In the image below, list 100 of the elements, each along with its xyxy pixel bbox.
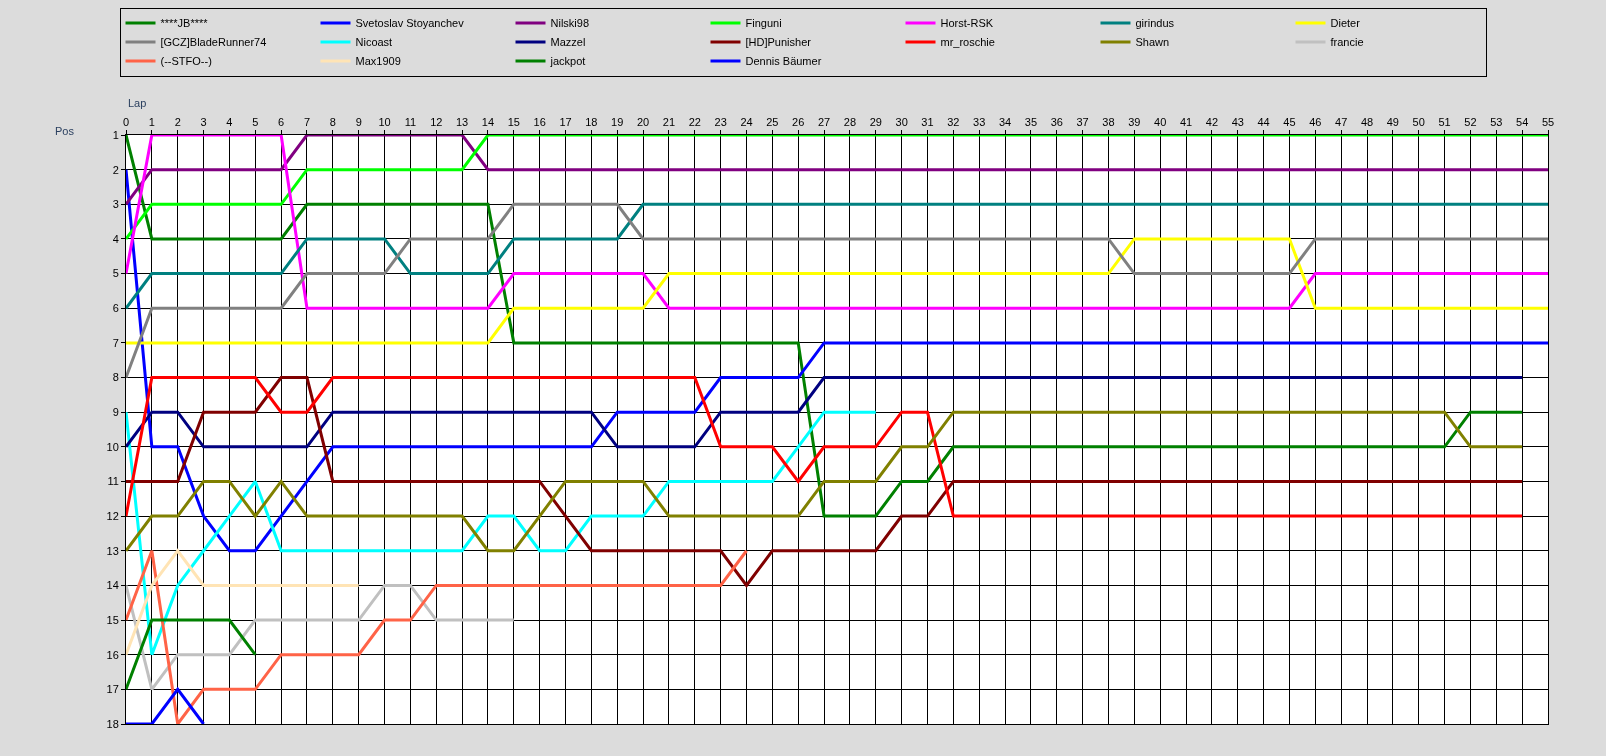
y-tick-label: 7 (112, 336, 119, 349)
x-tick-label: 40 (1154, 115, 1167, 128)
y-tick-label: 13 (106, 544, 119, 557)
x-tick-label: 45 (1283, 115, 1296, 128)
x-tick-label: 18 (585, 115, 598, 128)
x-tick-label: 50 (1412, 115, 1425, 128)
line-series (126, 135, 1524, 518)
x-tick-label: 20 (636, 115, 650, 128)
legend-label: mr_roschie (940, 36, 995, 49)
y-tick-label: 12 (106, 509, 119, 522)
x-tick-label: 0 (122, 115, 130, 128)
x-tick-label: 16 (533, 115, 546, 128)
y-tick-label: 8 (112, 371, 119, 384)
legend-label: Max1909 (355, 55, 401, 68)
x-tick-label: 10 (378, 115, 391, 128)
x-tick-label: 43 (1231, 115, 1244, 128)
x-tick-label: 42 (1205, 115, 1219, 128)
y-tick-label: 4 (112, 232, 119, 245)
x-tick-label: 1 (148, 115, 155, 128)
y-tick-label: 9 (112, 406, 119, 419)
y-tick-label: 6 (112, 302, 119, 315)
x-tick-label: 35 (1024, 115, 1038, 128)
x-tick-label: 33 (973, 115, 986, 128)
legend-label: (--STFO--) (160, 55, 212, 68)
x-tick-label: 11 (404, 115, 417, 128)
x-tick-label: 25 (766, 115, 779, 128)
x-tick-label: 12 (430, 115, 443, 128)
x-tick-label: 21 (662, 115, 676, 128)
x-tick-label: 39 (1128, 115, 1141, 128)
x-tick-label: 7 (303, 115, 311, 128)
x-tick-label: 54 (1516, 115, 1529, 128)
x-tick-label: 2 (174, 115, 181, 128)
x-tick-label: 26 (792, 115, 805, 128)
x-tick-label: 3 (200, 115, 207, 128)
x-tick-label: 49 (1386, 115, 1399, 128)
x-tick-label: 29 (869, 115, 882, 128)
x-tick-label: 31 (921, 115, 934, 128)
x-tick-label: 4 (226, 115, 233, 128)
x-tick-label: 14 (481, 115, 495, 128)
x-tick-label: 48 (1360, 115, 1374, 128)
x-tick-label: 9 (355, 115, 362, 128)
y-tick-label: 16 (106, 648, 119, 661)
y-tick-label: 2 (112, 163, 119, 176)
line-series (126, 376, 1524, 518)
legend-label: Shawn (1135, 36, 1170, 49)
y-tick-label: 1 (112, 128, 119, 141)
legend-label: Mazzel (550, 36, 586, 49)
line-series (126, 410, 878, 657)
legend-label: ****JB**** (160, 17, 209, 30)
y-tick-label: 11 (107, 475, 119, 488)
y-tick-label: 10 (106, 440, 119, 453)
x-tick-label: 22 (688, 115, 701, 128)
x-tick-label: 6 (278, 115, 285, 128)
line-series (126, 549, 749, 724)
y-tick-label: 18 (106, 717, 119, 730)
y-tick-label: 17 (106, 683, 119, 696)
x-tick-label: 53 (1490, 115, 1503, 128)
y-tick-label: 14 (106, 579, 119, 592)
x-tick-label: 30 (895, 115, 908, 128)
legend-label: Nilski98 (550, 17, 590, 30)
legend-label: Dieter (1330, 17, 1361, 30)
x-axis-title: Lap (128, 97, 147, 109)
x-tick-label: 55 (1541, 115, 1555, 128)
x-tick-label: 37 (1076, 115, 1089, 128)
x-tick-label: 44 (1257, 115, 1270, 128)
legend-label: Finguni (745, 17, 782, 30)
line-series (126, 376, 1524, 587)
line-series (126, 410, 1524, 553)
x-tick-label: 24 (740, 115, 753, 128)
x-tick-label: 15 (507, 115, 520, 128)
x-tick-label: 47 (1335, 115, 1348, 128)
x-tick-label: 38 (1102, 115, 1115, 128)
legend-label: [GCZ]BladeRunner74 (160, 36, 267, 49)
x-tick-label: 51 (1438, 115, 1451, 128)
y-tick-label: 15 (106, 613, 119, 626)
x-tick-label: 23 (714, 115, 727, 128)
x-tick-label: 34 (998, 115, 1012, 128)
y-tick-label: 3 (112, 198, 119, 211)
x-tick-label: 46 (1309, 115, 1322, 128)
x-tick-label: 8 (329, 115, 336, 128)
x-tick-label: 19 (611, 115, 624, 128)
line-series (126, 583, 516, 691)
x-tick-label: 32 (947, 115, 960, 128)
legend-label: [HD]Punisher (745, 36, 812, 49)
x-tick-label: 36 (1050, 115, 1063, 128)
legend-label: francie (1330, 36, 1364, 49)
legend-label: girindus (1135, 17, 1175, 30)
legend-label: Svetoslav Stoyanchev (355, 17, 465, 30)
legend-label: Horst-RSK (940, 17, 994, 30)
legend-label: Dennis Bäumer (745, 55, 822, 68)
legend-label: jackpot (549, 55, 586, 68)
y-axis-title: Pos (55, 125, 75, 137)
x-tick-label: 17 (559, 115, 572, 128)
legend-label: Nicoast (355, 36, 393, 49)
y-tick-label: 5 (112, 267, 119, 280)
x-tick-label: 41 (1179, 115, 1193, 128)
x-tick-label: 13 (455, 115, 469, 128)
x-tick-label: 5 (252, 115, 259, 128)
x-tick-label: 28 (843, 115, 857, 128)
x-tick-label: 52 (1464, 115, 1477, 128)
